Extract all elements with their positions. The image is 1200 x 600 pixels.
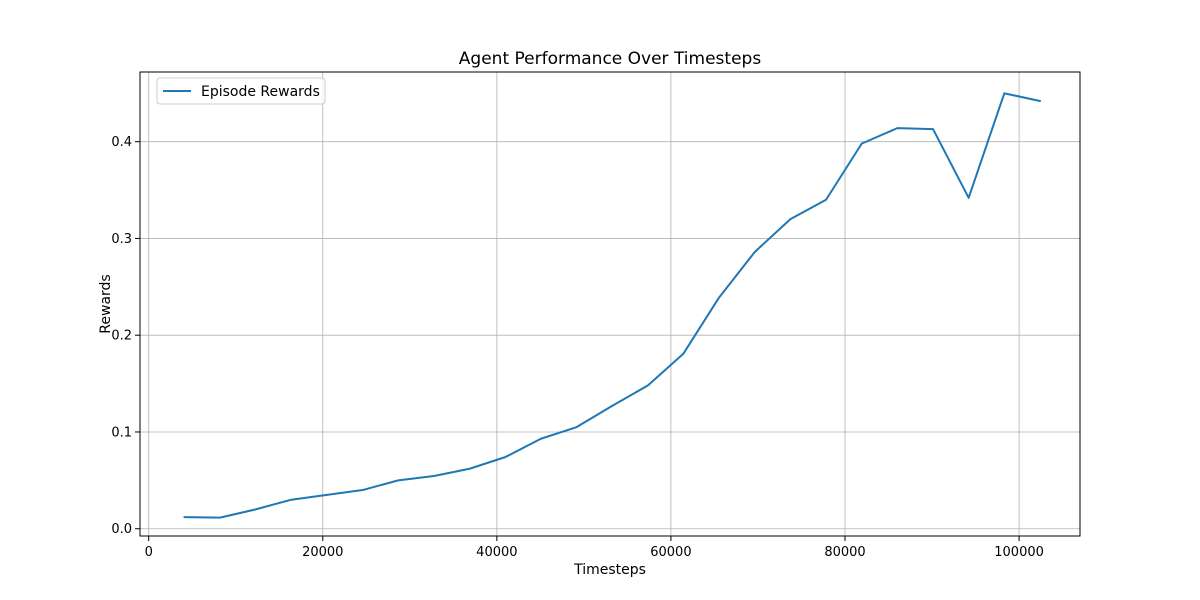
x-tick-label: 20000 xyxy=(302,545,343,560)
x-tick-label: 0 xyxy=(145,545,153,560)
grid-layer xyxy=(140,72,1080,536)
plot-frame xyxy=(139,71,1081,537)
legend-label-episode-rewards: Episode Rewards xyxy=(201,84,320,100)
x-tick-label: 60000 xyxy=(650,545,691,560)
legend: Episode Rewards xyxy=(156,77,326,105)
chart-title: Agent Performance Over Timesteps xyxy=(459,49,762,69)
x-tick-label: 40000 xyxy=(476,545,517,560)
tick-layer: 0 20000 40000 60000 80000 100000 0.0 0.1 0.2 0.3 0… xyxy=(111,135,1044,560)
x-axis-title: Timesteps xyxy=(573,562,646,578)
y-tick-label: 0.1 xyxy=(111,425,132,440)
y-tick-label: 0.2 xyxy=(111,329,132,344)
y-tick-label: 0.3 xyxy=(111,232,132,247)
series-line-episode-rewards xyxy=(183,92,1041,519)
y-tick-label: 0.4 xyxy=(111,135,132,150)
y-tick-label: 0.0 xyxy=(111,522,132,537)
x-tick-label: 80000 xyxy=(824,545,865,560)
y-axis-title: Rewards xyxy=(98,274,114,333)
legend-box xyxy=(156,77,326,105)
series-layer xyxy=(183,92,1041,519)
x-tick-label: 100000 xyxy=(994,545,1044,560)
